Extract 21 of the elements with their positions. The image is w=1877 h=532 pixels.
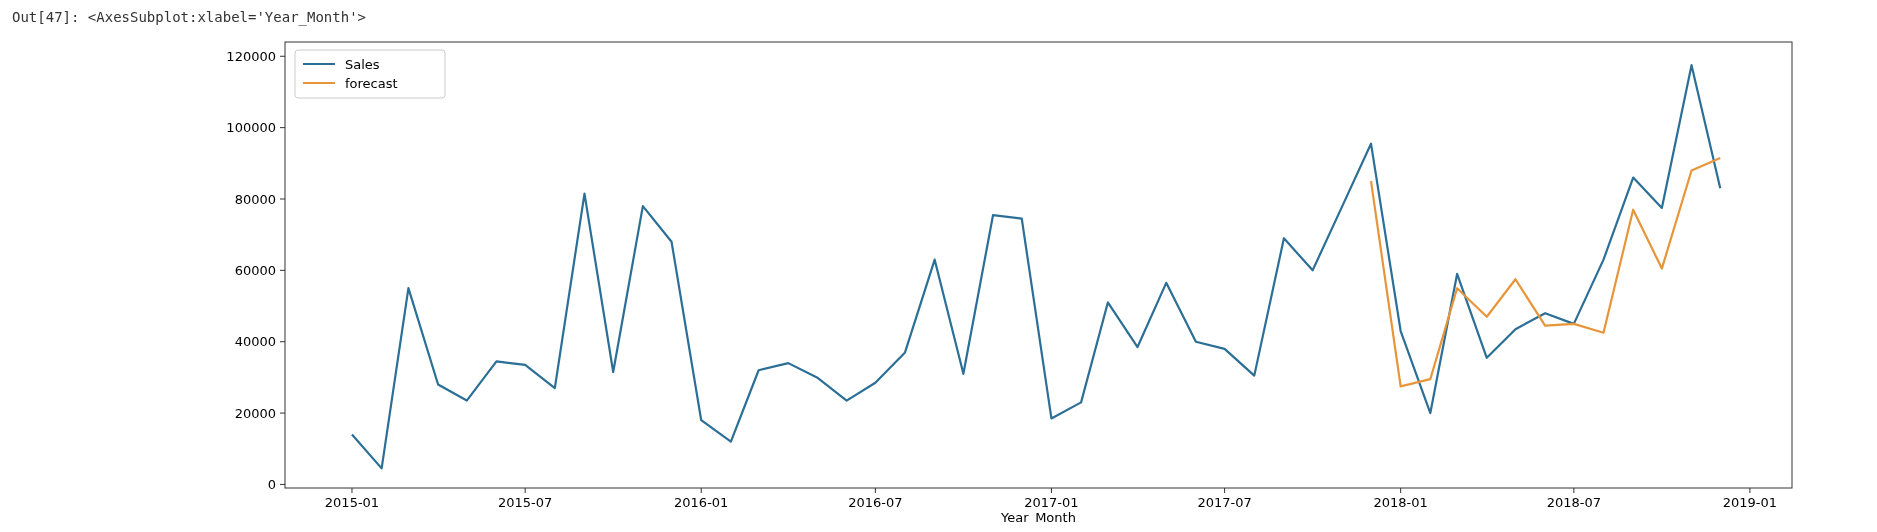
legend-label: Sales [345,56,380,72]
x-tick-label: 2016-07 [848,495,903,510]
legend-label: forecast [345,75,398,91]
y-tick-label: 100000 [226,120,276,136]
x-tick-label: 2017-07 [1197,495,1252,510]
x-tick-label: 2015-07 [498,495,553,510]
y-tick-label: 20000 [234,405,276,421]
x-tick-label: 2018-07 [1546,495,1602,510]
x-tick-label: 2019-01 [1722,495,1778,510]
x-tick-label: 2015-01 [324,495,380,510]
line-series [1369,156,1722,388]
y-tick-label: 60000 [234,262,276,278]
x-axis-title: Year_Month [1000,510,1076,525]
y-tick-label: 40000 [234,334,276,350]
y-tick-label: 80000 [234,191,276,207]
text: Out[47]: <AxesSubplot:xlabel='Year_Month'> [12,9,367,26]
y-tick-label: 0 [267,476,276,492]
x-tick-label: 2016-01 [674,495,729,510]
x-tick-label: 2018-01 [1373,495,1428,510]
y-tick-label: 120000 [226,48,276,64]
x-tick-label: 2017-01 [1024,495,1079,510]
